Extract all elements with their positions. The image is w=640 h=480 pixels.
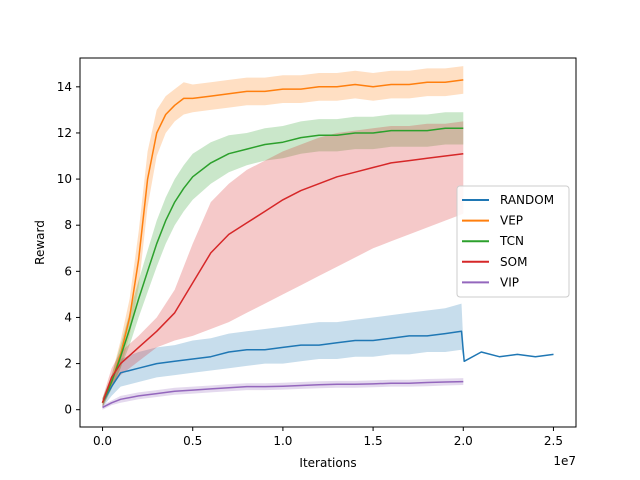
x-tick-label: 1.5 bbox=[364, 434, 383, 448]
plot-area-frame bbox=[79, 57, 577, 428]
x-tick-label: 1.0 bbox=[273, 434, 292, 448]
x-axis: 0.0 0.5 1.0 1.5 2.0 2.5 bbox=[93, 427, 563, 448]
vip-band bbox=[102, 378, 464, 410]
x-tick-label: 2.5 bbox=[544, 434, 563, 448]
legend-label-tcn: TCN bbox=[499, 234, 524, 248]
legend: RANDOM VEP TCN SOM VIP bbox=[456, 185, 570, 298]
x-tick-label: 0.5 bbox=[183, 434, 202, 448]
legend-label-random: RANDOM bbox=[500, 193, 554, 207]
x-axis-label: Iterations bbox=[299, 456, 356, 470]
y-axis-label: Reward bbox=[33, 220, 47, 265]
y-axis: 0 2 4 6 8 10 12 14 bbox=[57, 80, 80, 417]
y-tick-label: 0 bbox=[64, 403, 72, 417]
series-lines bbox=[101, 79, 554, 409]
y-tick-label: 12 bbox=[57, 126, 72, 140]
som-line bbox=[101, 152, 464, 404]
y-tick-label: 10 bbox=[57, 172, 72, 186]
vip-line bbox=[102, 380, 464, 409]
legend-label-vip: VIP bbox=[500, 275, 519, 289]
random-line bbox=[101, 330, 554, 404]
legend-box bbox=[456, 185, 570, 298]
y-tick-label: 6 bbox=[64, 264, 72, 278]
random-band bbox=[102, 303, 554, 408]
tcn-band bbox=[102, 112, 464, 408]
x-tick-label: 0.0 bbox=[93, 434, 112, 448]
y-tick-label: 2 bbox=[64, 357, 72, 371]
y-tick-label: 4 bbox=[64, 310, 72, 324]
legend-label-vep: VEP bbox=[500, 214, 523, 228]
y-tick-label: 8 bbox=[64, 218, 72, 232]
x-axis-offset-label: 1e7 bbox=[553, 454, 576, 468]
som-band bbox=[102, 121, 464, 408]
legend-label-som: SOM bbox=[500, 255, 527, 269]
y-tick-label: 14 bbox=[57, 80, 72, 94]
x-tick-label: 2.0 bbox=[454, 434, 473, 448]
confidence-bands bbox=[102, 66, 554, 410]
tcn-line bbox=[101, 127, 464, 404]
vep-line bbox=[101, 79, 464, 404]
